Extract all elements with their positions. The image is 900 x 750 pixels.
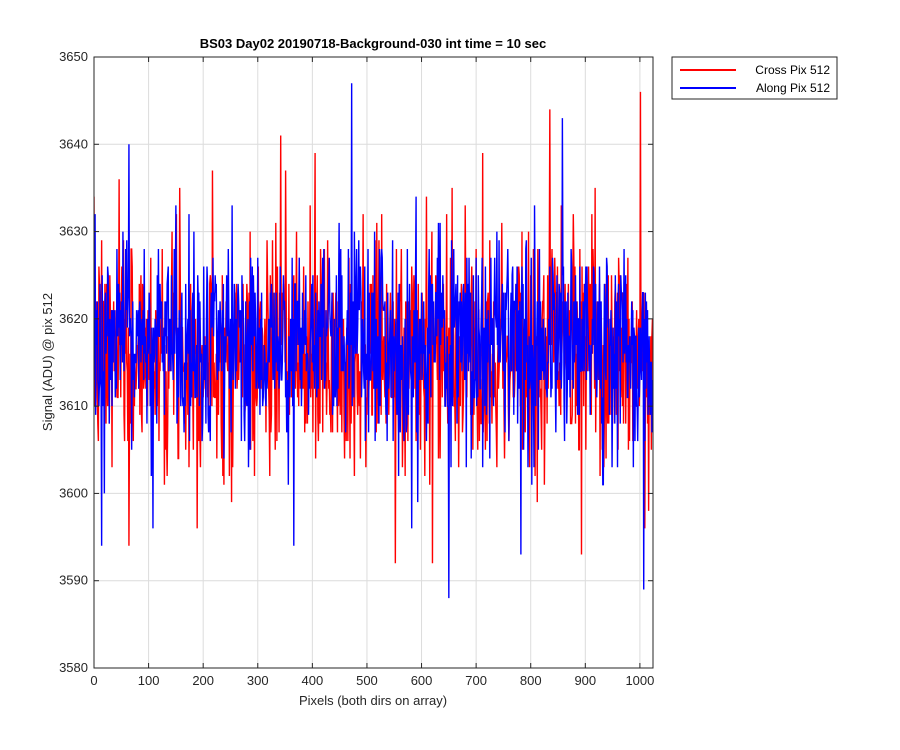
axes-box — [93, 56, 654, 669]
series-line-along-pix-512 — [94, 83, 653, 599]
x-tick-label: 700 — [465, 673, 487, 688]
y-tick-labels: 3580 3590 3600 3610 3620 3630 3640 3650 — [59, 49, 88, 675]
x-axis-label: Pixels (both dirs on array) — [299, 693, 447, 708]
x-tick-label: 0 — [90, 673, 97, 688]
y-tick-label: 3600 — [59, 485, 88, 500]
y-tick-label: 3620 — [59, 311, 88, 326]
y-tick-label: 3610 — [59, 398, 88, 413]
x-tick-label: 600 — [411, 673, 433, 688]
y-axis-label: Signal (ADU) @ pix 512 — [40, 293, 55, 431]
legend-label-along: Along Pix 512 — [756, 81, 830, 95]
y-tick-label: 3590 — [59, 573, 88, 588]
x-tick-labels: 0 100 200 300 400 500 600 700 800 900 1000 — [90, 673, 654, 688]
plot-area: 0 100 200 300 400 500 600 700 800 900 1000 3580 359… — [59, 49, 654, 688]
x-tick-label: 500 — [356, 673, 378, 688]
x-tick-label: 900 — [574, 673, 596, 688]
legend-box — [671, 56, 838, 100]
legend: Cross Pix 512 Along Pix 512 — [671, 56, 838, 100]
x-tick-label: 100 — [138, 673, 160, 688]
chart-title: BS03 Day02 20190718-Background-030 int t… — [200, 36, 547, 51]
y-tick-label: 3650 — [59, 49, 88, 64]
x-tick-label: 200 — [192, 673, 214, 688]
series-layer — [94, 83, 653, 599]
y-tick-label: 3640 — [59, 136, 88, 151]
ticks — [93, 56, 653, 669]
x-tick-label: 400 — [302, 673, 324, 688]
x-tick-label: 1000 — [625, 673, 654, 688]
legend-label-cross: Cross Pix 512 — [755, 63, 830, 77]
x-tick-label: 300 — [247, 673, 269, 688]
y-tick-label: 3630 — [59, 224, 88, 239]
x-tick-label: 800 — [520, 673, 542, 688]
y-tick-label: 3580 — [59, 660, 88, 675]
